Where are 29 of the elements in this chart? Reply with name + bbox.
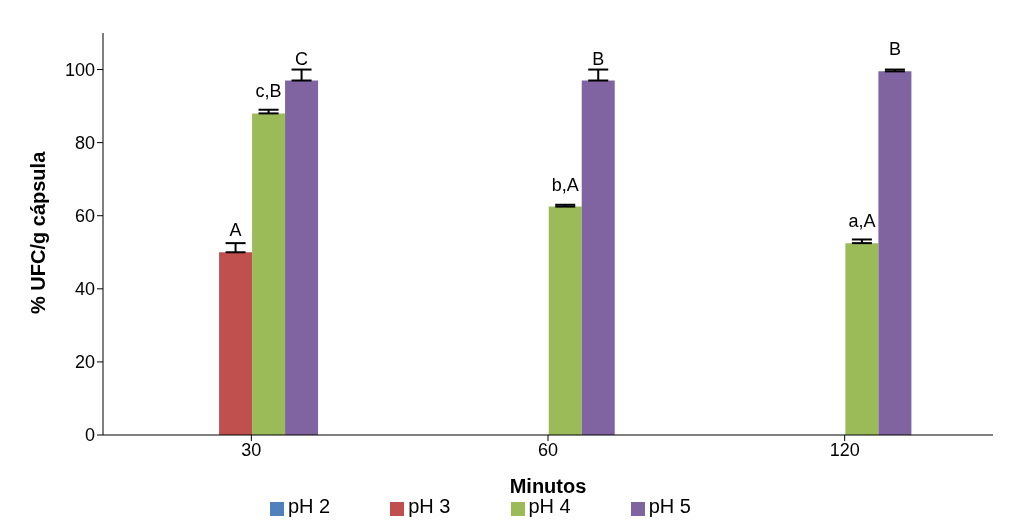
x-axis-title: Minutos [509, 475, 587, 497]
legend-label: pH 5 [648, 495, 691, 517]
bar [548, 206, 582, 435]
bar [219, 252, 253, 435]
y-tick-label: 20 [74, 352, 95, 373]
legend-label: pH 4 [528, 495, 571, 517]
y-tick-label: 60 [74, 206, 95, 227]
y-axis-title: % UFC/g cápsula [27, 150, 50, 314]
data-label: a,A [848, 211, 876, 232]
data-label: B [888, 39, 901, 60]
data-label: A [229, 220, 242, 241]
x-tick-label: 120 [829, 439, 860, 460]
bar [285, 80, 319, 435]
y-tick-label: 40 [74, 279, 95, 300]
data-label: b,A [551, 174, 579, 195]
data-label: B [592, 48, 605, 69]
y-tick-label: 80 [74, 133, 95, 154]
legend-label: pH 3 [408, 495, 451, 517]
data-label: c,B [255, 81, 282, 102]
data-label: C [295, 48, 309, 69]
bar [252, 113, 286, 435]
x-tick-label: 30 [241, 439, 262, 460]
bar [845, 243, 879, 435]
y-tick-label: 0 [84, 425, 95, 446]
bar [878, 71, 912, 435]
y-tick-label: 100 [64, 59, 95, 80]
legend-label: pH 2 [288, 495, 331, 517]
bar [581, 80, 615, 435]
x-tick-label: 60 [537, 439, 559, 460]
